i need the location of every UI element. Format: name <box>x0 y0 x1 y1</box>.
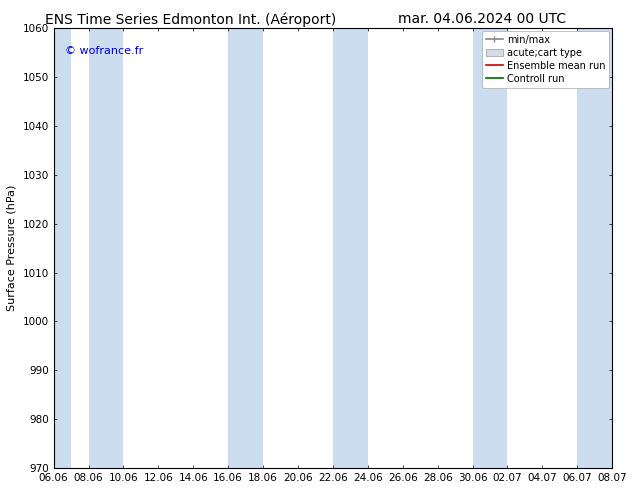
Text: ENS Time Series Edmonton Int. (Aéroport): ENS Time Series Edmonton Int. (Aéroport) <box>44 12 336 27</box>
Bar <box>36 28 71 468</box>
Text: mar. 04.06.2024 00 UTC: mar. 04.06.2024 00 UTC <box>398 12 566 26</box>
Bar <box>228 28 263 468</box>
Bar <box>472 28 507 468</box>
Bar <box>333 28 368 468</box>
Bar <box>578 28 612 468</box>
Y-axis label: Surface Pressure (hPa): Surface Pressure (hPa) <box>7 185 17 311</box>
Legend: min/max, acute;cart type, Ensemble mean run, Controll run: min/max, acute;cart type, Ensemble mean … <box>482 31 609 88</box>
Bar <box>89 28 124 468</box>
Text: © wofrance.fr: © wofrance.fr <box>65 46 143 56</box>
